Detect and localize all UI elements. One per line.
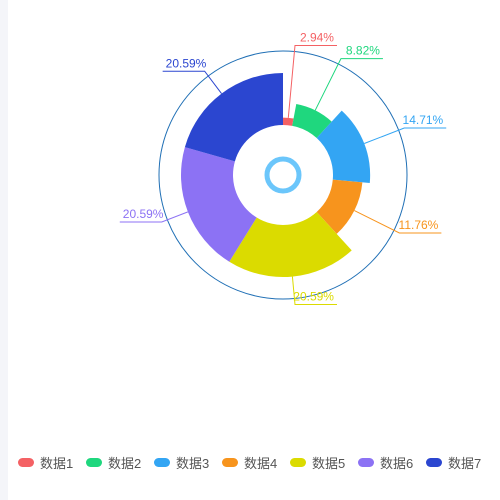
percent-label-2: 8.82% xyxy=(346,44,380,58)
legend-label: 数据7 xyxy=(448,456,482,471)
legend-item-1[interactable]: 数据1 xyxy=(18,453,73,472)
percent-label-4: 11.76% xyxy=(399,218,439,232)
slice-4 xyxy=(316,179,363,234)
percent-label-6: 20.59% xyxy=(123,207,164,221)
percent-label-5: 20.59% xyxy=(293,289,334,303)
slice-7 xyxy=(184,73,283,162)
leader-line-3 xyxy=(364,127,447,144)
percent-label-7: 20.59% xyxy=(166,56,207,70)
legend-swatch xyxy=(426,458,442,467)
legend-item-5[interactable]: 数据5 xyxy=(290,453,345,472)
leader-line-4 xyxy=(354,210,442,234)
legend-label: 数据3 xyxy=(176,456,210,471)
leader-line-7 xyxy=(162,70,222,94)
legend-item-2[interactable]: 数据2 xyxy=(86,453,141,472)
legend-swatch xyxy=(154,458,170,467)
percent-label-1: 2.94% xyxy=(300,31,334,45)
center-ring-circle xyxy=(264,156,302,194)
slice-1 xyxy=(283,117,294,126)
percent-label-3: 14.71% xyxy=(403,113,444,127)
slice-5 xyxy=(229,211,352,277)
legend-item-7[interactable]: 数据7 xyxy=(426,453,481,472)
legend-label: 数据5 xyxy=(312,456,346,471)
page-left-strip xyxy=(0,0,8,500)
legend-item-4[interactable]: 数据4 xyxy=(222,453,277,472)
legend-swatch xyxy=(358,458,374,467)
legend-swatch xyxy=(290,458,306,467)
chart-legend: 数据1 数据2 数据3 数据4 数据5 数据6 数据7 xyxy=(0,453,500,471)
leader-line-5 xyxy=(291,276,337,305)
legend-label: 数据2 xyxy=(108,456,142,471)
legend-item-6[interactable]: 数据6 xyxy=(358,453,413,472)
outer-ring-circle xyxy=(158,50,408,300)
leader-line-1 xyxy=(287,45,337,118)
legend-label: 数据1 xyxy=(40,456,74,471)
leader-line-2 xyxy=(314,58,383,111)
legend-swatch xyxy=(222,458,238,467)
legend-label: 数据6 xyxy=(380,456,414,471)
leader-line-6 xyxy=(119,211,189,223)
legend-item-3[interactable]: 数据3 xyxy=(154,453,209,472)
legend-swatch xyxy=(18,458,34,467)
slice-6 xyxy=(181,147,257,262)
slice-2 xyxy=(292,103,332,139)
legend-swatch xyxy=(86,458,102,467)
slice-3 xyxy=(316,110,371,184)
legend-label: 数据4 xyxy=(244,456,278,471)
